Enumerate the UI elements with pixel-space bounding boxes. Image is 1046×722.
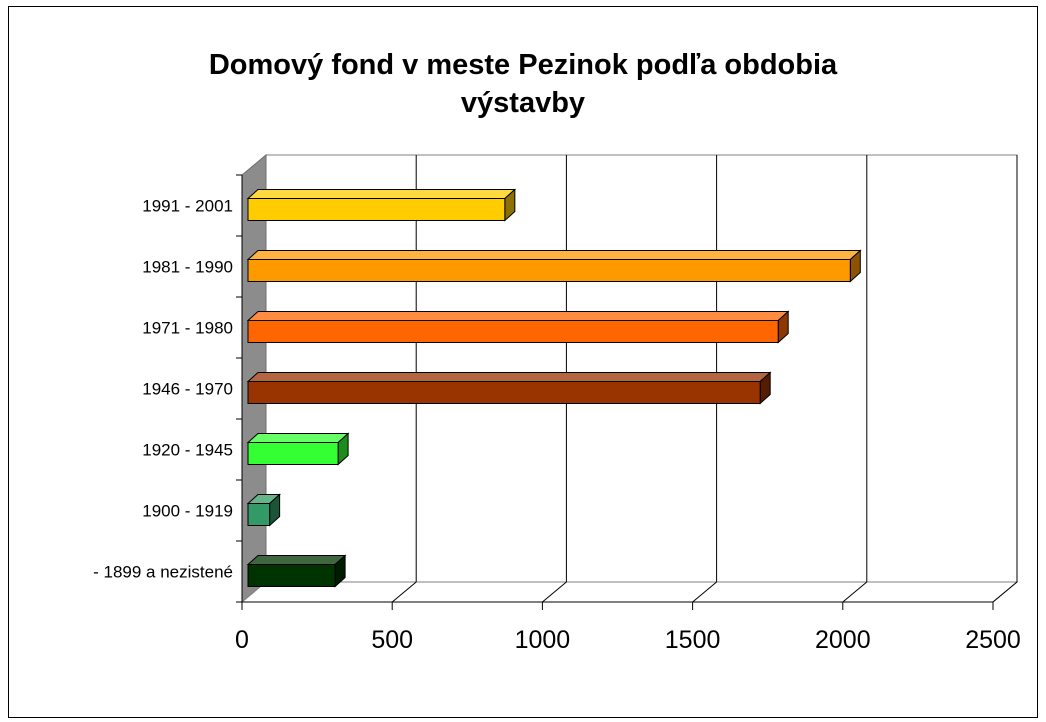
bar-top-face bbox=[246, 372, 772, 382]
floor-gridline bbox=[842, 581, 868, 603]
category-label: - 1899 a nezistené bbox=[93, 563, 233, 582]
bar-top-face bbox=[246, 189, 517, 199]
bar bbox=[246, 188, 517, 222]
bar-top-face bbox=[246, 250, 862, 260]
x-tick-label: 2000 bbox=[815, 626, 871, 654]
x-tick-label: 2500 bbox=[965, 626, 1021, 654]
bar-top-face bbox=[246, 555, 347, 565]
x-tick-label: 0 bbox=[235, 626, 249, 654]
category-label: 1920 - 1945 bbox=[142, 441, 233, 460]
bar-top-face bbox=[246, 311, 790, 321]
x-tick-label: 1500 bbox=[665, 626, 721, 654]
bar-front-face bbox=[247, 320, 779, 343]
category-label: 1981 - 1990 bbox=[142, 258, 233, 277]
floor-gridline bbox=[692, 581, 717, 603]
category-label: 1900 - 1919 bbox=[142, 502, 233, 521]
bar bbox=[246, 249, 862, 283]
bar-front-face bbox=[247, 442, 339, 465]
chart-title-line-2: výstavby bbox=[460, 87, 586, 119]
bar-front-face bbox=[247, 198, 506, 221]
bar bbox=[246, 371, 772, 405]
bar bbox=[246, 493, 281, 527]
bar bbox=[246, 432, 350, 466]
floor-gridline bbox=[992, 581, 1018, 603]
bar-front-face bbox=[247, 503, 271, 526]
bar-front-face bbox=[247, 381, 761, 404]
x-tick-label: 1000 bbox=[515, 626, 571, 654]
category-label: 1946 - 1970 bbox=[142, 380, 233, 399]
category-label: 1991 - 2001 bbox=[142, 197, 233, 216]
floor bbox=[240, 581, 1019, 603]
x-tick-label: 500 bbox=[371, 626, 413, 654]
floor-gridline bbox=[542, 581, 567, 603]
category-label: 1971 - 1980 bbox=[142, 319, 233, 338]
bar bbox=[246, 554, 347, 588]
bar-front-face bbox=[247, 564, 336, 587]
bar bbox=[246, 310, 790, 344]
floor-gridline bbox=[391, 581, 417, 603]
chart-title-line-1: Domový fond v meste Pezinok podľa obdobi… bbox=[208, 49, 838, 81]
bar-front-face bbox=[247, 259, 851, 282]
chart-title: Domový fond v meste Pezinok podľa obdobi… bbox=[0, 46, 1046, 122]
bar-top-face bbox=[246, 433, 350, 443]
